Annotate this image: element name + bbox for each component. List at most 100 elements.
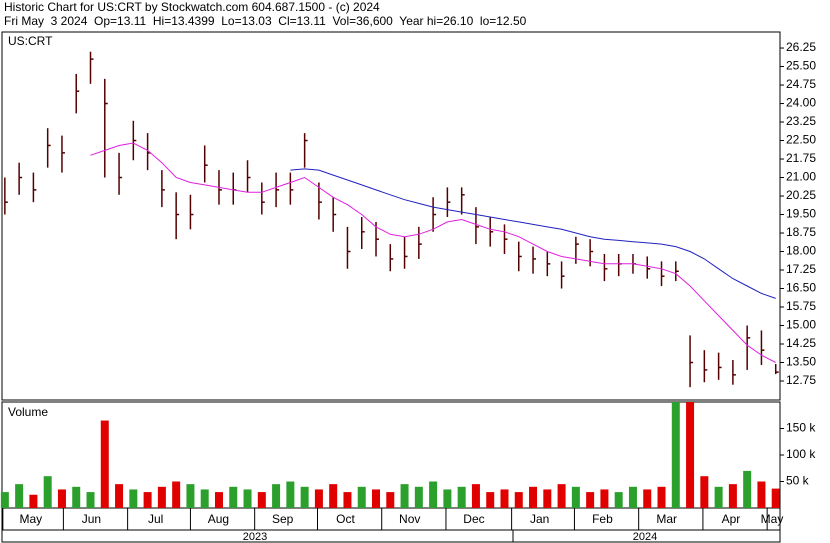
y-tick-label: 100 k — [786, 447, 816, 461]
volume-bar — [272, 484, 281, 508]
y-tick-label: 26.25 — [786, 40, 816, 54]
volume-bar — [200, 489, 209, 508]
volume-bar — [386, 492, 395, 508]
volume-bar — [243, 489, 252, 508]
volume-bar — [471, 484, 480, 508]
volume-bar — [43, 476, 52, 508]
volume-bar — [671, 402, 680, 508]
volume-bar — [429, 481, 438, 508]
volume-bar — [500, 489, 509, 508]
x-tick-label: Sep — [272, 512, 294, 526]
moving-average — [90, 142, 776, 363]
volume-bar — [15, 484, 24, 508]
volume-bar — [657, 486, 666, 508]
volume-bar — [143, 492, 152, 508]
volume-label: Volume — [8, 405, 48, 419]
moving-average — [290, 168, 776, 299]
volume-bar — [728, 484, 737, 508]
volume-bar — [486, 492, 495, 508]
chart-subtitle: Fri May 3 2024 Op=13.11 Hi=13.4399 Lo=13… — [4, 14, 527, 28]
volume-bar — [329, 484, 338, 508]
volume-bar — [72, 486, 81, 508]
x-tick-label: Jun — [82, 512, 101, 526]
y-tick-label: 12.75 — [786, 373, 816, 387]
x-tick-label: Mar — [656, 512, 677, 526]
volume-bar — [115, 484, 124, 508]
volume-bar — [400, 484, 409, 508]
year-label: 2023 — [243, 531, 267, 543]
x-tick-label: May — [761, 512, 784, 526]
volume-bar — [557, 484, 566, 508]
volume-bar — [0, 492, 9, 508]
y-tick-label: 19.50 — [786, 207, 816, 221]
y-tick-label: 15.75 — [786, 299, 816, 313]
volume-bar — [543, 489, 552, 508]
volume-bar — [100, 420, 109, 508]
volume-bar — [743, 470, 752, 508]
y-tick-label: 23.25 — [786, 114, 816, 128]
y-tick-label: 18.75 — [786, 225, 816, 239]
symbol-label: US:CRT — [8, 34, 53, 48]
volume-bar — [229, 486, 238, 508]
year-label: 2024 — [633, 531, 657, 543]
x-tick-label: Dec — [463, 512, 484, 526]
y-tick-label: 16.50 — [786, 281, 816, 295]
volume-bar — [614, 492, 623, 508]
volume-bar — [29, 494, 38, 508]
y-tick-label: 15.00 — [786, 318, 816, 332]
volume-bar — [457, 486, 466, 508]
y-tick-label: 24.00 — [786, 96, 816, 110]
price-panel — [1, 31, 781, 401]
year-panel — [1, 529, 781, 543]
volume-bar — [714, 486, 723, 508]
y-tick-label: 14.25 — [786, 336, 816, 350]
volume-bar — [771, 488, 780, 508]
volume-bar — [757, 481, 766, 508]
volume-bar — [643, 489, 652, 508]
volume-bar — [286, 481, 295, 508]
x-tick-label: Jan — [530, 512, 549, 526]
y-tick-label: 150 k — [786, 421, 816, 435]
volume-bar — [529, 486, 538, 508]
volume-bar — [372, 489, 381, 508]
y-tick-label: 21.75 — [786, 151, 816, 165]
x-tick-label: Oct — [336, 512, 355, 526]
volume-bar — [571, 486, 580, 508]
y-tick-label: 25.50 — [786, 59, 816, 73]
x-tick-label: Aug — [208, 512, 229, 526]
volume-bar — [172, 481, 181, 508]
chart-title: Historic Chart for US:CRT by Stockwatch.… — [4, 0, 380, 14]
y-tick-label: 17.25 — [786, 262, 816, 276]
volume-bar — [343, 492, 352, 508]
y-tick-label: 18.00 — [786, 244, 816, 258]
y-tick-label: 22.50 — [786, 133, 816, 147]
x-tick-label: Feb — [592, 512, 613, 526]
x-tick-label: Apr — [722, 512, 741, 526]
volume-bar — [700, 476, 709, 508]
volume-bar — [686, 402, 695, 508]
volume-bar — [600, 489, 609, 508]
volume-bar — [86, 492, 95, 508]
volume-bar — [443, 489, 452, 508]
volume-bar — [514, 492, 523, 508]
y-tick-label: 13.50 — [786, 355, 816, 369]
volume-bar — [57, 489, 66, 508]
x-tick-label: May — [20, 512, 43, 526]
volume-bar — [586, 492, 595, 508]
volume-bar — [357, 486, 366, 508]
volume-bar — [257, 492, 266, 508]
y-tick-label: 50 k — [786, 474, 810, 488]
volume-bar — [628, 486, 637, 508]
y-tick-label: 21.00 — [786, 170, 816, 184]
x-tick-label: Jul — [148, 512, 163, 526]
y-tick-label: 24.75 — [786, 77, 816, 91]
volume-bar — [414, 486, 423, 508]
volume-bar — [314, 489, 323, 508]
volume-bar — [300, 486, 309, 508]
y-tick-label: 20.25 — [786, 188, 816, 202]
volume-bar — [186, 484, 195, 508]
volume-bar — [214, 492, 223, 508]
volume-bar — [157, 486, 166, 508]
volume-bar — [129, 489, 138, 508]
